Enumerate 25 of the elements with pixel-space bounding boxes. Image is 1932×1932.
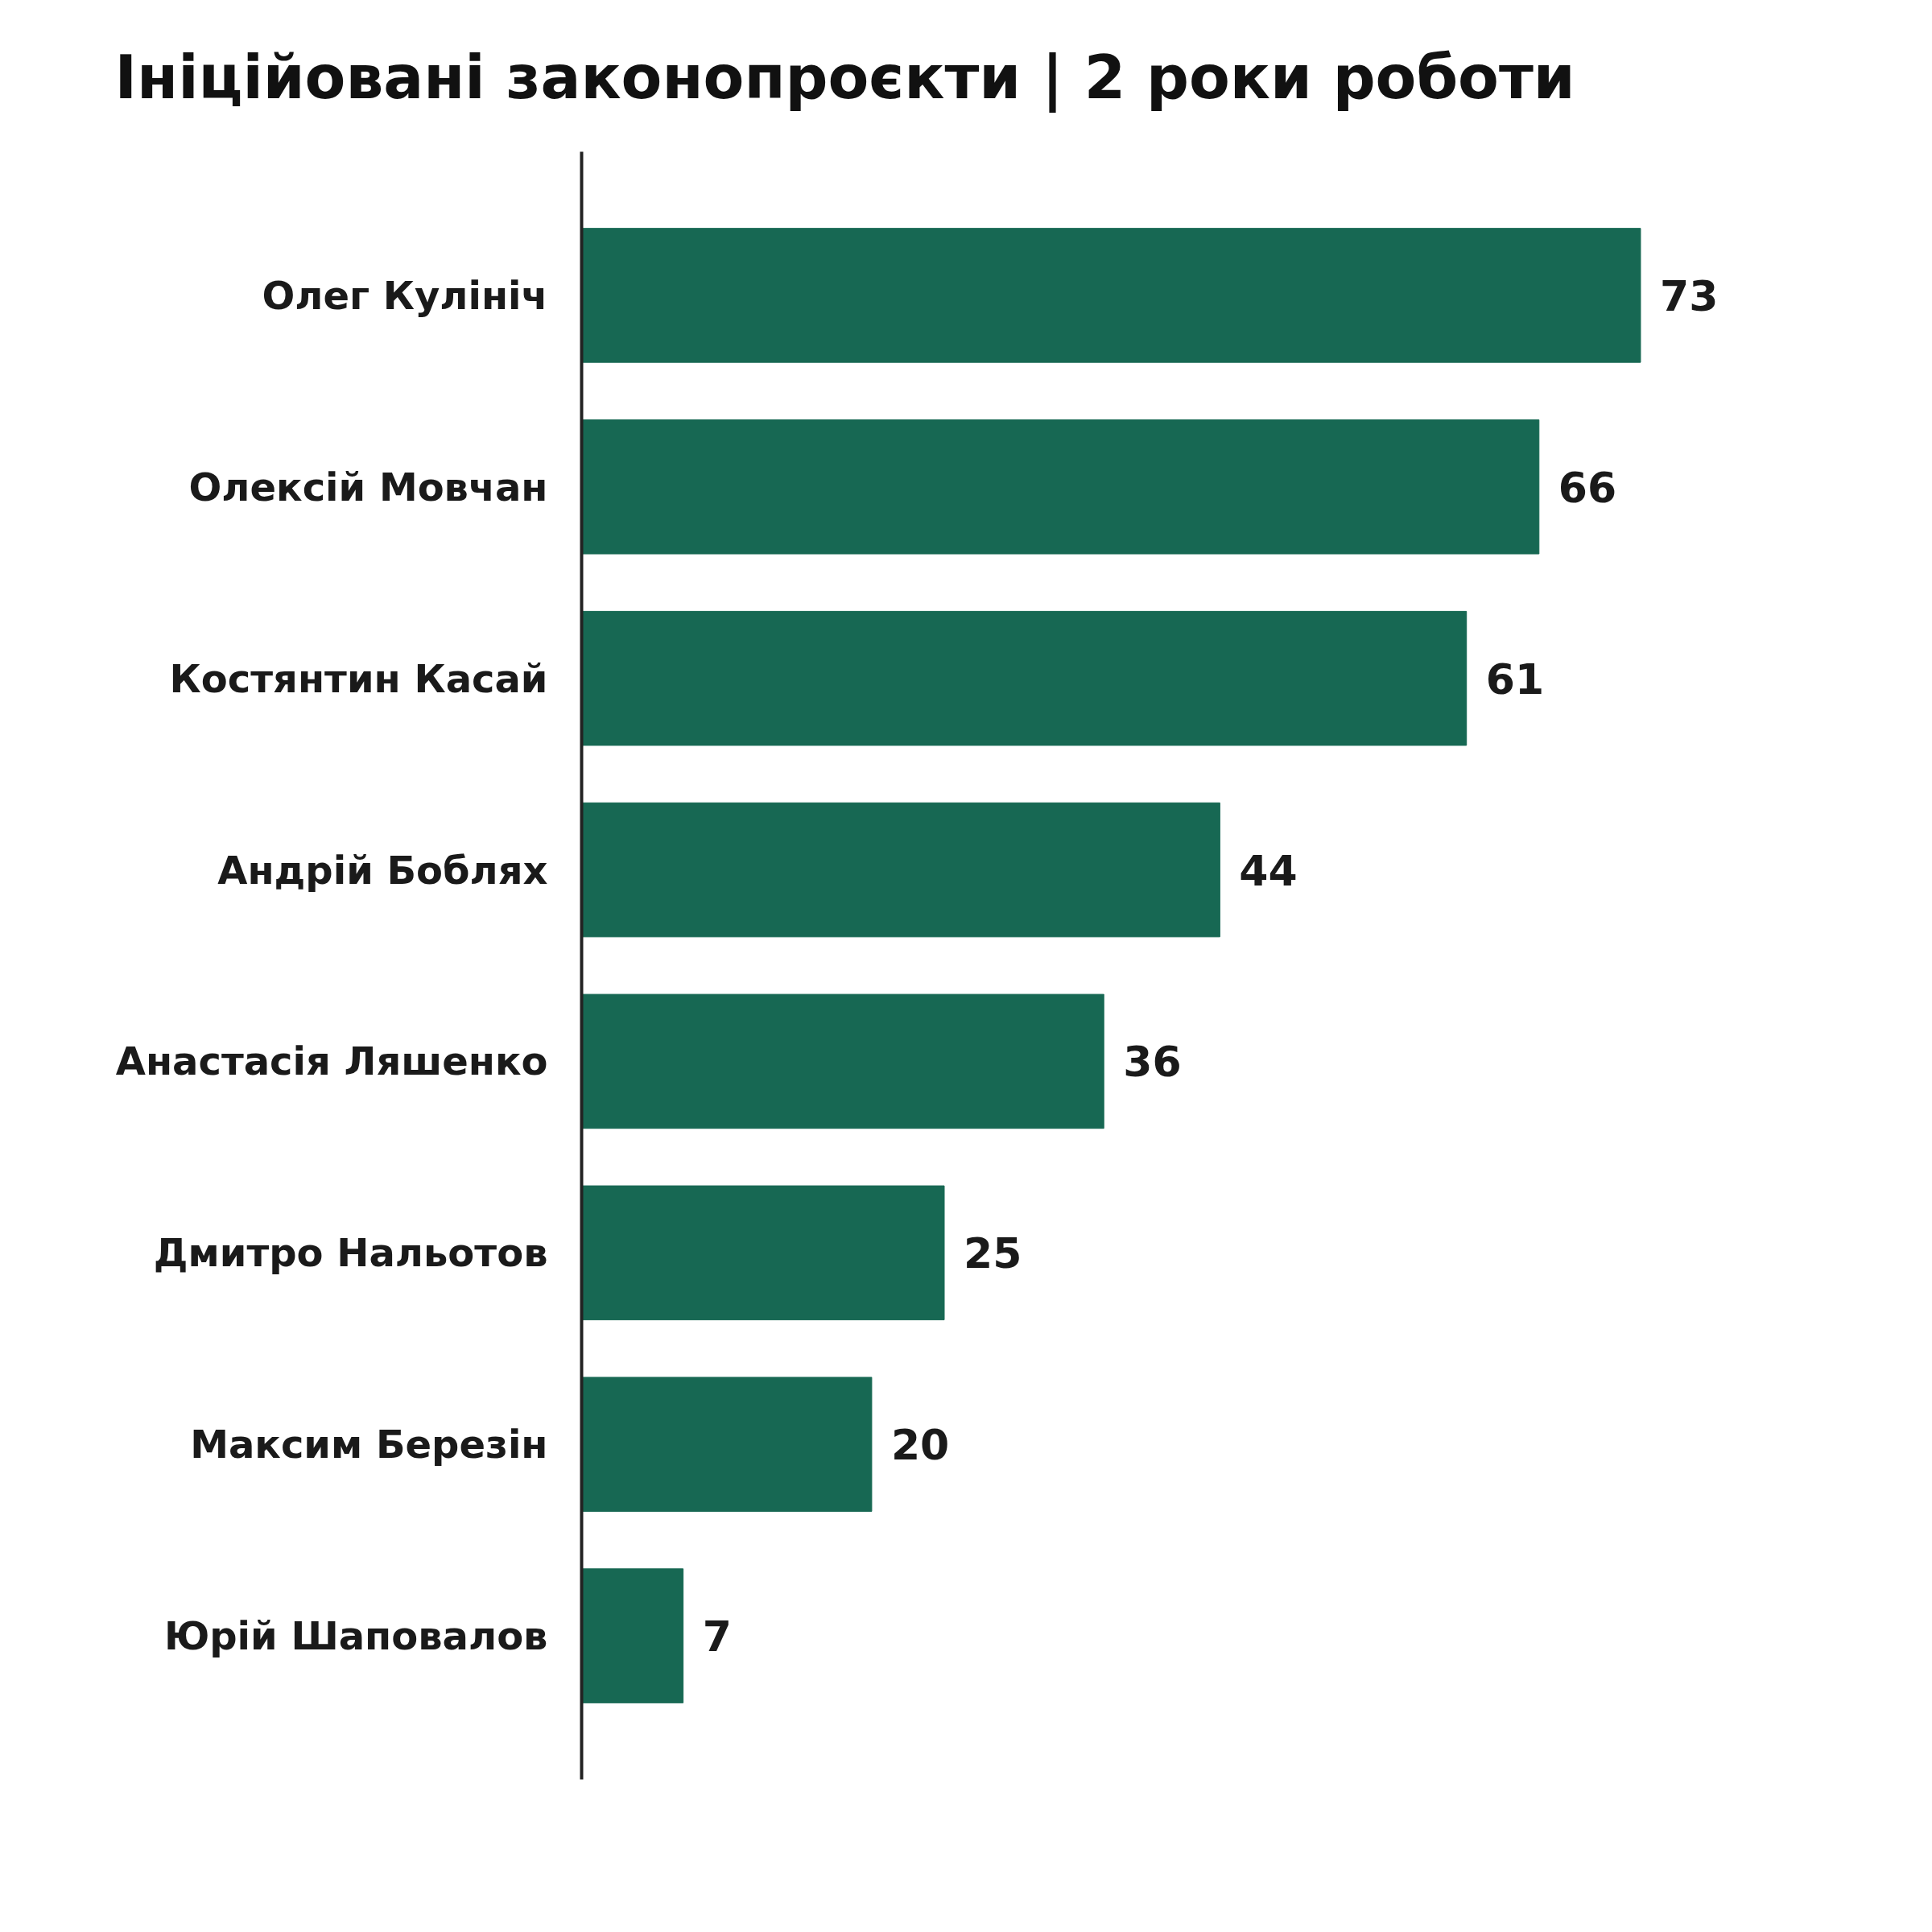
bar <box>581 802 1220 938</box>
data-label: 7 <box>702 1612 732 1662</box>
y-tick-label: Юрій Шаповалов <box>163 1613 548 1659</box>
data-label: 61 <box>1485 654 1545 704</box>
y-tick-label: Костянтин Касай <box>169 655 548 701</box>
data-label: 44 <box>1239 846 1298 895</box>
data-label: 73 <box>1659 271 1719 320</box>
bar <box>581 993 1104 1129</box>
y-tick-label: Максим Березін <box>190 1422 548 1468</box>
data-label: 66 <box>1558 463 1617 512</box>
y-tick-label: Анастасія Ляшенко <box>115 1038 548 1084</box>
data-label: 36 <box>1123 1038 1182 1087</box>
bar <box>581 228 1641 363</box>
y-tick-label: Андрій Боблях <box>217 847 548 893</box>
bar <box>581 419 1540 555</box>
bar <box>581 610 1468 746</box>
bar <box>581 1377 873 1512</box>
y-tick-label: Олег Кулініч <box>262 272 548 318</box>
chart-title: Ініційовані законопроєкти | 2 роки роботи <box>114 42 1575 113</box>
bar <box>581 1568 684 1703</box>
data-label: 20 <box>890 1421 950 1470</box>
y-tick-label: Дмитро Нальотов <box>153 1230 548 1276</box>
data-label: 25 <box>964 1229 1022 1278</box>
bar <box>581 1185 945 1321</box>
y-tick-label: Олексій Мовчан <box>188 464 548 510</box>
